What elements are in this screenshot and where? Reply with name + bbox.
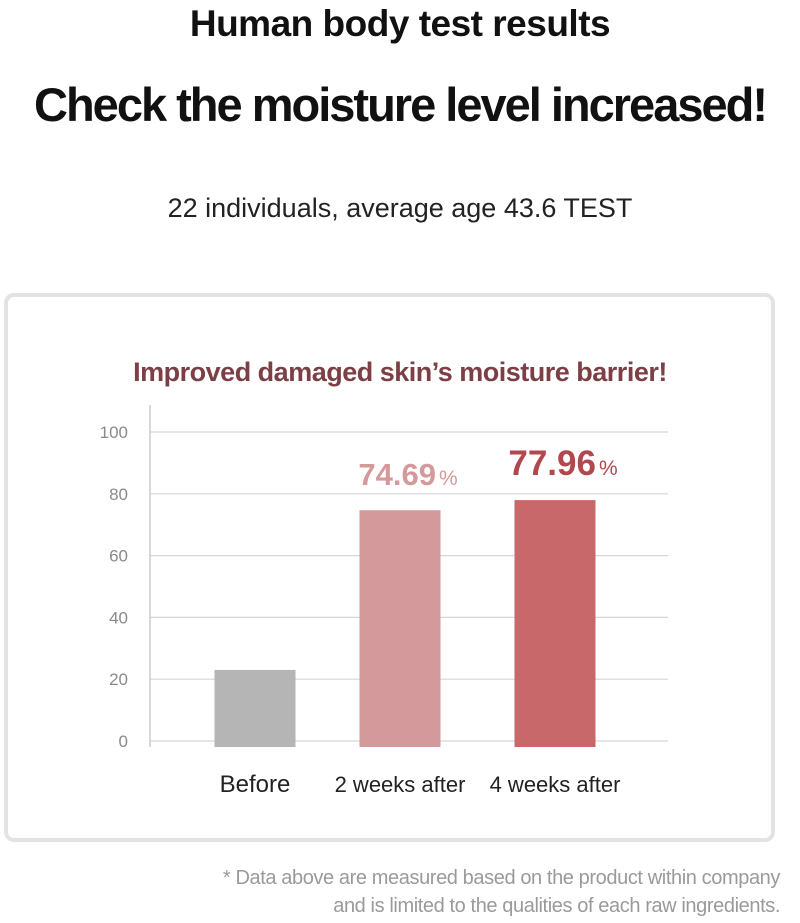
y-tick-label: 40 — [109, 608, 128, 627]
y-tick-label: 80 — [109, 485, 128, 504]
bars — [214, 500, 596, 747]
y-tick-labels: 0 20 40 60 80 100 — [100, 423, 128, 751]
value-label-number: 74.69 — [358, 457, 436, 492]
y-tick-label: 0 — [119, 732, 128, 751]
category-label: 4 weeks after — [490, 772, 621, 797]
page-title: Human body test results — [189, 3, 611, 44]
y-tick-label: 100 — [100, 423, 128, 442]
value-labels: 74.69% 77.96% — [358, 444, 617, 492]
bar — [214, 669, 296, 747]
value-label-unit: % — [599, 457, 618, 480]
y-tick-label: 60 — [109, 547, 128, 566]
value-label-number: 77.96 — [508, 444, 596, 483]
chart-title: Improved damaged skin’s moisture barrier… — [133, 357, 667, 387]
footnote: * Data above are measured based on the p… — [223, 864, 780, 920]
y-tick-label: 20 — [109, 670, 128, 689]
value-label: 77.96% — [508, 444, 617, 483]
chart-card — [4, 293, 775, 842]
bar — [359, 510, 441, 747]
category-labels: Before 2 weeks after 4 weeks after — [220, 771, 621, 798]
bar — [514, 500, 596, 747]
value-label: 74.69% — [358, 457, 457, 492]
footnote-line-2: and is limited to the qualities of each … — [333, 895, 780, 917]
category-label: 2 weeks after — [335, 772, 466, 797]
footnote-line-1: * Data above are measured based on the p… — [222, 867, 780, 889]
category-label: Before — [220, 771, 291, 798]
test-subtitle: 22 individuals, average age 43.6 TEST — [167, 193, 633, 223]
headline: Check the moisture level increased! — [34, 78, 768, 131]
value-label-unit: % — [439, 467, 458, 490]
